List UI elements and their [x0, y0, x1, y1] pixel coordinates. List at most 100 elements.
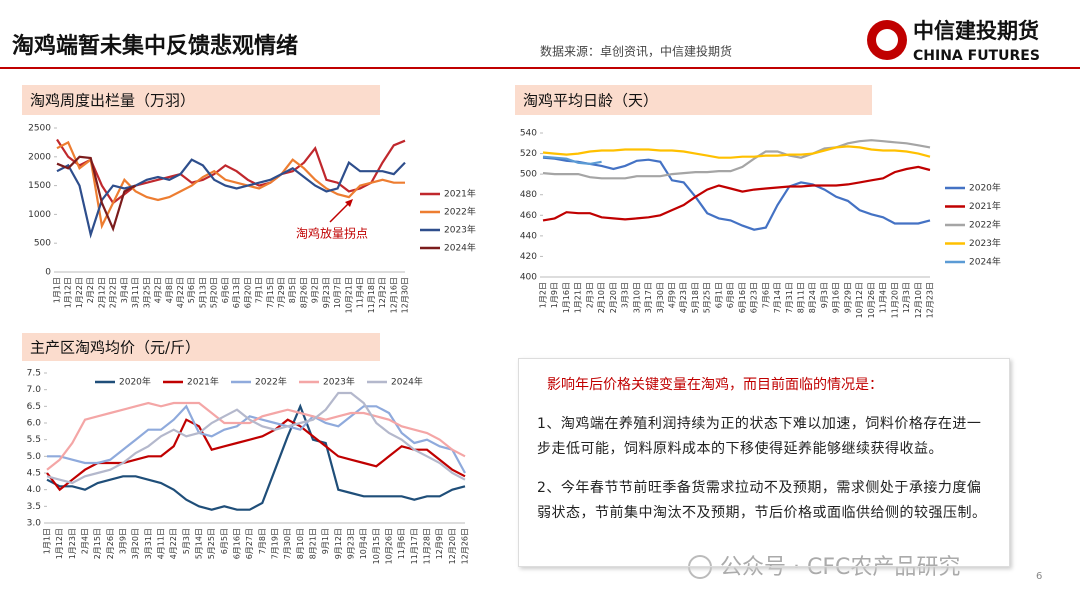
- x-tick-label: 4月11日: [157, 528, 166, 559]
- x-tick-label: 2月22日: [109, 277, 118, 308]
- x-tick-label: 2月12日: [97, 277, 106, 308]
- x-tick-label: 3月10日: [632, 282, 641, 313]
- x-tick-label: 7月14日: [773, 282, 782, 313]
- annotation-arrowhead: [345, 199, 353, 207]
- x-tick-label: 9月23日: [322, 277, 331, 308]
- x-tick-label: 9月16日: [832, 282, 841, 313]
- series-line: [542, 155, 602, 166]
- x-tick-label: 4月22日: [169, 528, 178, 559]
- x-tick-label: 10月21日: [344, 277, 353, 313]
- x-tick-label: 5月13日: [198, 277, 207, 308]
- x-tick-label: 2月26日: [106, 528, 115, 559]
- x-tick-label: 1月1日: [43, 528, 52, 554]
- y-tick-label: 2500: [28, 124, 51, 134]
- x-tick-label: 1月2日: [539, 282, 548, 308]
- y-tick-label: 500: [34, 239, 51, 249]
- y-tick-label: 1000: [28, 210, 51, 220]
- y-tick-label: 520: [520, 149, 537, 159]
- legend-label: 2022年: [969, 219, 1001, 231]
- title-bar: [22, 333, 380, 361]
- x-tick-label: 10月26日: [385, 528, 394, 564]
- legend-label: 2023年: [969, 237, 1001, 249]
- x-tick-label: 7月29日: [277, 277, 286, 308]
- y-tick-label: 4.0: [27, 485, 42, 495]
- x-tick-label: 1月22日: [75, 277, 84, 308]
- legend-label: 2020年: [969, 182, 1001, 194]
- x-tick-label: 6月23日: [750, 282, 759, 313]
- x-tick-label: 7月6日: [761, 282, 770, 308]
- series-line: [56, 140, 405, 230]
- x-tick-label: 8月10日: [296, 528, 305, 559]
- x-tick-label: 9月2日: [311, 277, 320, 303]
- x-tick-label: 1月21日: [574, 282, 583, 313]
- y-tick-label: 6.5: [27, 402, 41, 412]
- x-tick-label: 10月4日: [359, 528, 368, 559]
- x-tick-label: 1月1日: [53, 277, 62, 303]
- paragraph: 1、淘鸡端在养殖利润持续为正的状态下难以加速，饲料价格存在进一步走低可能，饲料原…: [537, 416, 982, 457]
- series-line: [46, 391, 466, 485]
- x-tick-label: 4月8日: [165, 277, 174, 303]
- chart-title: 淘鸡周度出栏量（万羽）: [30, 92, 195, 110]
- x-tick-label: 11月4日: [879, 282, 888, 313]
- x-tick-label: 7月15日: [266, 277, 275, 308]
- x-tick-label: 11月18日: [367, 277, 376, 313]
- x-tick-label: 6月13日: [232, 277, 241, 308]
- x-tick-label: 6月20日: [243, 277, 252, 308]
- x-tick-label: 2月4日: [81, 528, 90, 554]
- x-tick-label: 12月10日: [914, 282, 923, 318]
- x-tick-label: 3月9日: [119, 528, 128, 554]
- x-tick-label: 3月3日: [621, 282, 630, 308]
- y-tick-label: 7.0: [27, 385, 42, 395]
- legend-label: 2021年: [444, 188, 476, 200]
- slide-title: 淘鸡端暂未集中反馈悲观情绪: [12, 33, 298, 59]
- series-line: [542, 145, 931, 159]
- annotation: 淘鸡放量拐点: [296, 226, 368, 241]
- x-tick-label: 3月31日: [144, 528, 153, 559]
- y-tick-label: 460: [520, 211, 537, 221]
- x-tick-label: 2月15日: [93, 528, 102, 559]
- y-tick-label: 6.0: [27, 419, 42, 429]
- x-tick-label: 3月25日: [142, 277, 151, 308]
- title-bar: [22, 85, 380, 115]
- y-tick-label: 4.5: [27, 469, 41, 479]
- watermark-icon: [688, 555, 712, 579]
- x-tick-label: 11月28日: [423, 528, 432, 564]
- y-tick-label: 480: [520, 190, 537, 200]
- x-tick-label: 10月15日: [372, 528, 381, 564]
- chart-title: 淘鸡平均日龄（天）: [523, 92, 658, 110]
- x-tick-label: 4月2日: [154, 277, 163, 303]
- x-tick-label: 12月9日: [435, 528, 444, 559]
- x-tick-label: 9月29日: [843, 282, 852, 313]
- x-tick-label: 5月25日: [703, 282, 712, 313]
- y-tick-label: 420: [520, 252, 537, 262]
- x-tick-label: 12月2日: [378, 277, 387, 308]
- x-tick-label: 2月2日: [86, 277, 95, 303]
- chart-title: 主产区淘鸡均价（元/斤）: [30, 339, 200, 357]
- y-tick-label: 5.0: [27, 452, 42, 462]
- legend-label: 2023年: [444, 224, 476, 236]
- logo-icon-inner: [876, 29, 898, 51]
- x-tick-label: 3月4日: [120, 277, 129, 303]
- x-tick-label: 6月1日: [714, 282, 723, 308]
- series-line: [542, 165, 931, 222]
- series-line: [46, 403, 466, 511]
- watermark: 公众号 · CFC农产品研究: [720, 555, 960, 580]
- x-tick-label: 7月30日: [283, 528, 292, 559]
- x-tick-label: 5月6日: [187, 277, 196, 303]
- legend-label: 2022年: [255, 376, 287, 388]
- x-tick-label: 2月10日: [597, 282, 606, 313]
- y-tick-label: 3.0: [27, 519, 42, 529]
- text-box: 影响年后价格关键变量在淘鸡，而目前面临的情况是： 1、淘鸡端在养殖利润持续为正的…: [518, 358, 1010, 567]
- y-tick-label: 440: [520, 231, 537, 241]
- x-tick-label: 1月23日: [68, 528, 77, 559]
- legend-label: 2021年: [969, 200, 1001, 212]
- x-tick-label: 2月20日: [609, 282, 618, 313]
- x-tick-label: 3月30日: [656, 282, 665, 313]
- source: 数据来源：卓创资讯，中信建投期货: [540, 44, 732, 59]
- x-tick-label: 8月21日: [309, 528, 318, 559]
- x-tick-label: 10月7日: [333, 277, 342, 308]
- x-tick-label: 3月17日: [644, 282, 653, 313]
- x-tick-label: 12月26日: [461, 528, 470, 564]
- x-tick-label: 9月3日: [820, 282, 829, 308]
- x-tick-label: 11月20日: [890, 282, 899, 318]
